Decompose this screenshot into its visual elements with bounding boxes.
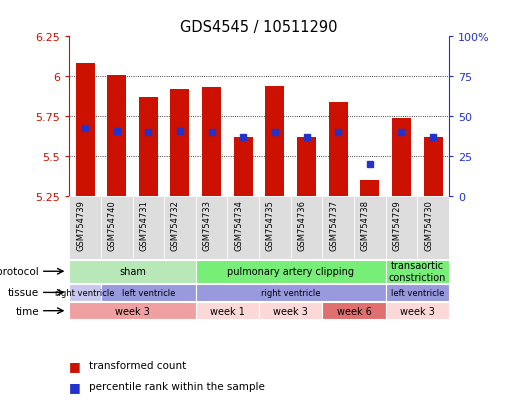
Bar (132, 197, 164, 260)
Bar (69, 284, 101, 301)
Text: GSM754740: GSM754740 (108, 200, 117, 251)
Bar (386, 284, 449, 301)
Bar (101, 197, 132, 260)
Bar (202, 88, 221, 197)
Text: pulmonary artery clipping: pulmonary artery clipping (227, 267, 354, 277)
Text: time: time (15, 306, 39, 316)
Bar (164, 197, 196, 260)
Text: GSM754732: GSM754732 (171, 200, 180, 251)
Text: week 1: week 1 (210, 306, 245, 316)
Bar (234, 138, 253, 197)
Bar (360, 181, 379, 197)
Bar (107, 76, 126, 197)
Text: GSM754729: GSM754729 (392, 200, 401, 251)
Text: week 3: week 3 (400, 306, 435, 316)
Text: week 6: week 6 (337, 306, 371, 316)
Text: GSM754739: GSM754739 (76, 200, 85, 251)
Text: right ventricle: right ventricle (55, 288, 115, 297)
Text: GSM754730: GSM754730 (424, 200, 433, 251)
Bar (259, 197, 291, 260)
Bar (69, 260, 196, 283)
Bar (392, 119, 411, 197)
Bar (196, 302, 259, 320)
Text: tissue: tissue (8, 288, 39, 298)
Text: GSM754737: GSM754737 (329, 200, 338, 251)
Bar (265, 87, 284, 197)
Bar (170, 90, 189, 197)
Bar (322, 197, 354, 260)
Bar (354, 197, 386, 260)
Text: left ventricle: left ventricle (122, 288, 175, 297)
Bar (69, 302, 196, 320)
Bar (196, 197, 227, 260)
Text: GSM754731: GSM754731 (140, 200, 148, 251)
Bar (386, 197, 417, 260)
Bar (386, 302, 449, 320)
Bar (227, 197, 259, 260)
Bar (196, 260, 386, 283)
Text: transaortic
constriction: transaortic constriction (388, 261, 446, 282)
Text: ■: ■ (69, 359, 81, 372)
Bar (196, 284, 386, 301)
Text: transformed count: transformed count (89, 361, 186, 370)
Bar (329, 103, 348, 197)
Bar (291, 197, 322, 260)
Bar (75, 64, 94, 197)
Text: week 3: week 3 (115, 306, 150, 316)
Text: right ventricle: right ventricle (261, 288, 321, 297)
Bar (386, 260, 449, 283)
Text: percentile rank within the sample: percentile rank within the sample (89, 381, 265, 391)
Text: week 3: week 3 (273, 306, 308, 316)
Bar (322, 302, 386, 320)
Text: left ventricle: left ventricle (390, 288, 444, 297)
Text: protocol: protocol (0, 267, 39, 277)
Text: GSM754733: GSM754733 (203, 200, 211, 251)
Bar (69, 197, 101, 260)
Text: sham: sham (119, 267, 146, 277)
Title: GDS4545 / 10511290: GDS4545 / 10511290 (180, 20, 338, 35)
Text: ■: ■ (69, 380, 81, 393)
Bar (297, 138, 316, 197)
Bar (259, 302, 322, 320)
Bar (424, 138, 443, 197)
Text: GSM754736: GSM754736 (298, 200, 306, 251)
Text: GSM754735: GSM754735 (266, 200, 275, 251)
Text: GSM754738: GSM754738 (361, 200, 370, 251)
Bar (101, 284, 196, 301)
Bar (139, 98, 158, 197)
Text: GSM754734: GSM754734 (234, 200, 243, 251)
Bar (417, 197, 449, 260)
